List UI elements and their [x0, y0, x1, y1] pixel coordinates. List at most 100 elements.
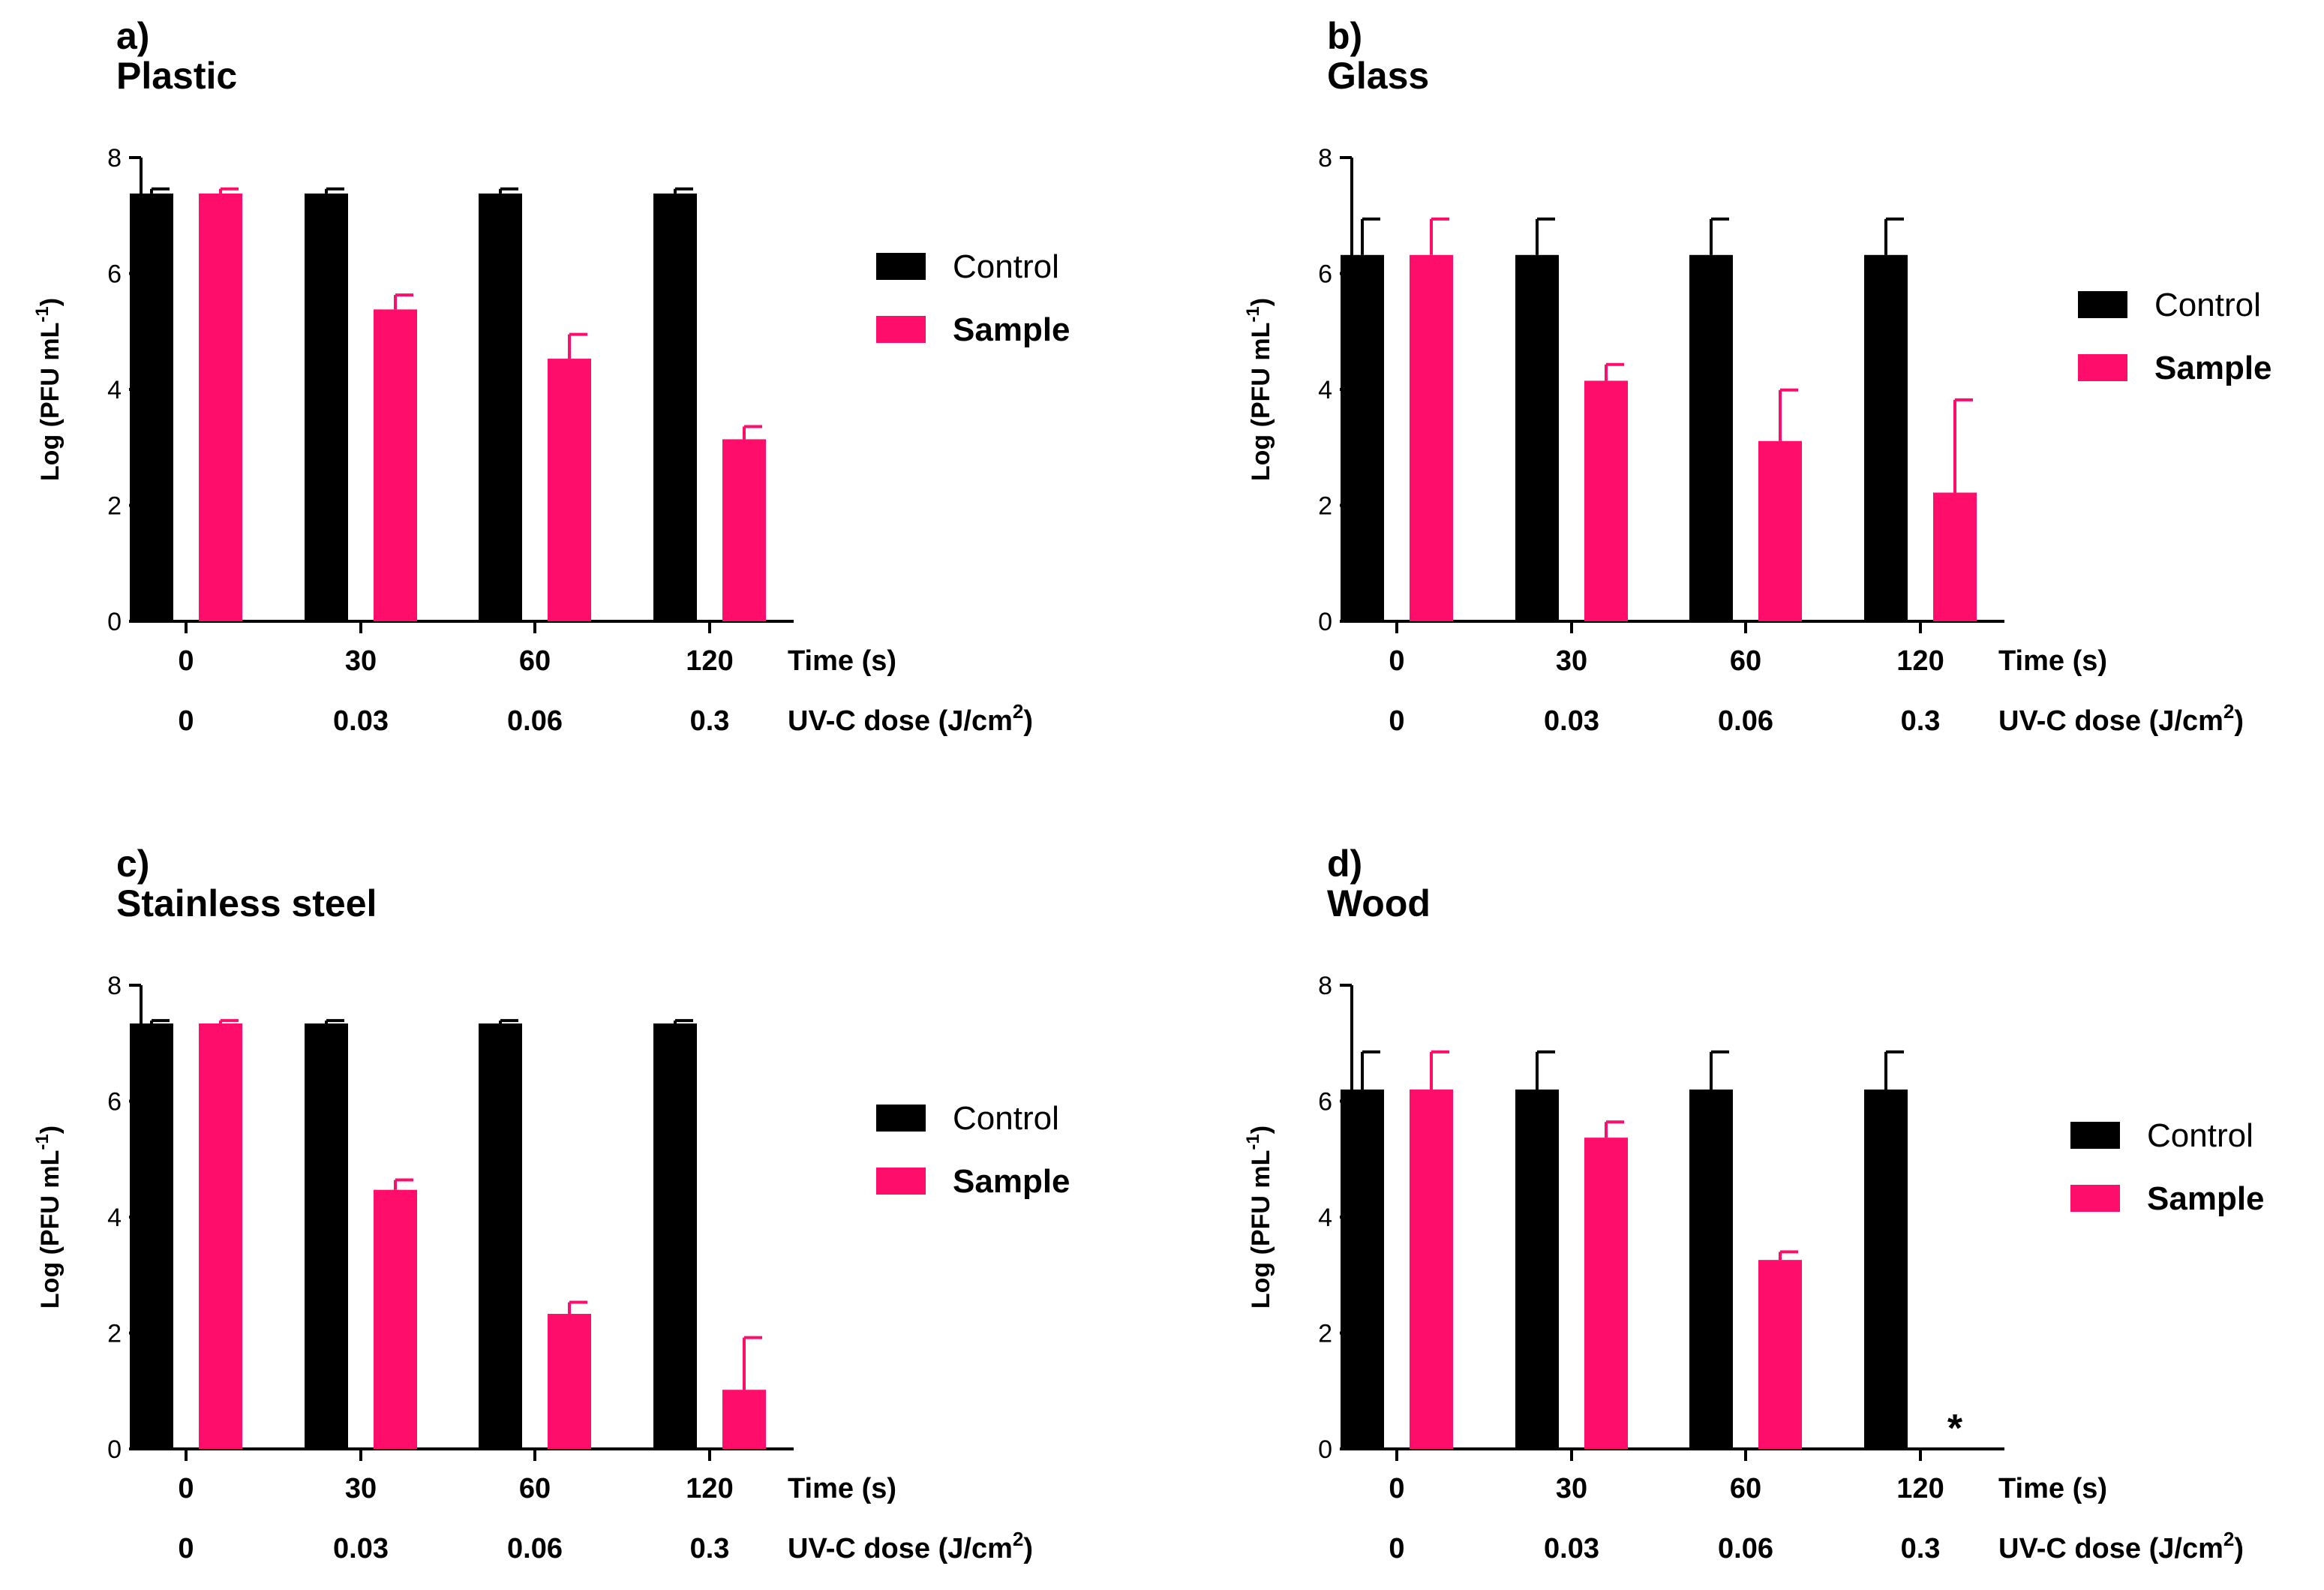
x-tick-label-dose: 0.3 — [690, 705, 730, 737]
y-tick-label: 8 — [107, 972, 122, 1000]
panel-letter: a) — [116, 15, 149, 57]
y-axis-label: Log (PFU mL-1) — [32, 1126, 65, 1309]
x-tick-label-dose: 0.06 — [1718, 1533, 1773, 1564]
y-tick-label: 6 — [107, 260, 122, 289]
x-tick-label-dose: 0.3 — [1901, 705, 1941, 737]
panel-letter: d) — [1327, 843, 1362, 885]
legend-label-control: Control — [2147, 1117, 2253, 1154]
panel-title: Wood — [1327, 882, 1431, 924]
bar-sample — [199, 1023, 242, 1449]
legend-swatch-control — [876, 253, 926, 280]
x-tick-label-time: 120 — [686, 645, 733, 677]
bar-control — [130, 193, 173, 621]
y-axis-label-sup: -1 — [32, 306, 53, 322]
bar-control — [653, 193, 697, 621]
y-axis-label-text: Log (PFU mL — [1247, 323, 1275, 482]
bar-control — [653, 1023, 697, 1449]
x-tick-label-time: 60 — [1730, 645, 1761, 677]
legend-label-control: Control — [2154, 287, 2261, 323]
y-tick-label: 2 — [107, 492, 122, 521]
y-tick-label: 0 — [1318, 1435, 1332, 1464]
legend-swatch-sample — [2078, 354, 2127, 381]
bar-sample — [1758, 1260, 1802, 1449]
bar-control — [1689, 1090, 1733, 1449]
y-tick-label: 4 — [107, 1204, 122, 1232]
row-label-dose-sup: 2 — [2223, 700, 2234, 723]
bar-sample — [548, 359, 591, 621]
row-label-dose: UV-C dose (J/cm2) — [788, 1528, 1033, 1564]
row-label-dose-close: ) — [2234, 705, 2244, 737]
bar-control — [1341, 254, 1384, 621]
row-label-dose-text: UV-C dose (J/cm — [788, 1533, 1013, 1564]
y-axis-label-sup: -1 — [1243, 306, 1263, 322]
x-tick-label-dose: 0.03 — [333, 1533, 389, 1564]
y-tick-label: 2 — [1318, 1320, 1332, 1348]
y-axis-label-close: ) — [1247, 298, 1275, 306]
y-tick-label: 0 — [107, 608, 122, 636]
x-tick-label-dose: 0 — [178, 705, 194, 737]
row-label-dose-close: ) — [2234, 1533, 2244, 1564]
y-tick-label: 4 — [107, 376, 122, 404]
x-tick-label-time: 30 — [345, 1473, 377, 1504]
y-axis-label-close: ) — [36, 298, 65, 306]
bar-sample — [548, 1314, 591, 1449]
bar-control — [1864, 1090, 1908, 1449]
x-tick-label-time: 60 — [1730, 1473, 1761, 1504]
x-tick-label-time: 30 — [1556, 1473, 1587, 1504]
legend-label-control: Control — [953, 248, 1059, 285]
x-tick-label-dose: 0 — [1389, 705, 1404, 737]
bar-sample — [722, 439, 766, 621]
bar-control — [1515, 254, 1559, 621]
bar-sample — [1584, 380, 1628, 621]
row-label-time: Time (s) — [1998, 645, 2107, 677]
legend-swatch-control — [2078, 291, 2127, 318]
x-tick-label-dose: 0.06 — [1718, 705, 1773, 737]
panel-1: b)Glass 0 2 4 6 8 Log (PFU mL-1) 0 0 30 0.03 60 0.06… — [1243, 15, 2272, 737]
y-tick-label: 2 — [1318, 492, 1332, 521]
x-tick-label-dose: 0.3 — [1901, 1533, 1941, 1564]
row-label-time: Time (s) — [788, 645, 896, 677]
y-axis-label-text: Log (PFU mL — [1247, 1150, 1275, 1309]
row-label-dose-close: ) — [1023, 1533, 1033, 1564]
x-tick-label-time: 60 — [519, 645, 551, 677]
panel-title: Plastic — [116, 55, 237, 97]
panel-letter: c) — [116, 843, 149, 885]
row-label-dose-text: UV-C dose (J/cm — [1998, 705, 2223, 737]
bar-control — [1864, 254, 1908, 621]
y-axis-label-sup: -1 — [1243, 1134, 1263, 1150]
row-label-time: Time (s) — [1998, 1473, 2107, 1504]
bar-sample — [1933, 492, 1977, 621]
bar-sample — [1410, 254, 1453, 621]
legend-swatch-sample — [876, 1168, 926, 1195]
bar-control — [479, 193, 522, 621]
row-label-dose-text: UV-C dose (J/cm — [1998, 1533, 2223, 1564]
x-tick-label-dose: 0 — [178, 1533, 194, 1564]
bar-control — [130, 1023, 173, 1449]
panel-3: d)Wood 0 2 4 6 8 Log (PFU mL-1) 0 0 30 0.03 60 0.06 1… — [1243, 843, 2265, 1564]
legend-label-control: Control — [953, 1100, 1059, 1137]
bar-control — [305, 1023, 348, 1449]
x-tick-label-time: 120 — [1896, 645, 1944, 677]
y-axis-label: Log (PFU mL-1) — [1243, 298, 1275, 481]
y-axis-label-text: Log (PFU mL — [36, 323, 65, 482]
bar-sample — [1410, 1090, 1453, 1449]
legend-swatch-sample — [876, 316, 926, 343]
x-tick-label-time: 0 — [178, 1473, 194, 1504]
x-tick-label-time: 120 — [1896, 1473, 1944, 1504]
panel-title: Stainless steel — [116, 882, 377, 924]
legend-swatch-sample — [2070, 1185, 2120, 1212]
panel-letter: b) — [1327, 15, 1362, 57]
row-label-dose-text: UV-C dose (J/cm — [788, 705, 1013, 737]
x-tick-label-dose: 0.3 — [690, 1533, 730, 1564]
y-axis-label-text: Log (PFU mL — [36, 1150, 65, 1309]
y-axis-label-close: ) — [1247, 1126, 1275, 1134]
x-tick-label-time: 0 — [1389, 1473, 1404, 1504]
bar-sample — [374, 309, 417, 621]
panel-title: Glass — [1327, 55, 1429, 97]
x-tick-label-time: 30 — [1556, 645, 1587, 677]
y-tick-label: 0 — [107, 1435, 122, 1464]
bar-sample — [1584, 1138, 1628, 1449]
bar-control — [479, 1023, 522, 1449]
